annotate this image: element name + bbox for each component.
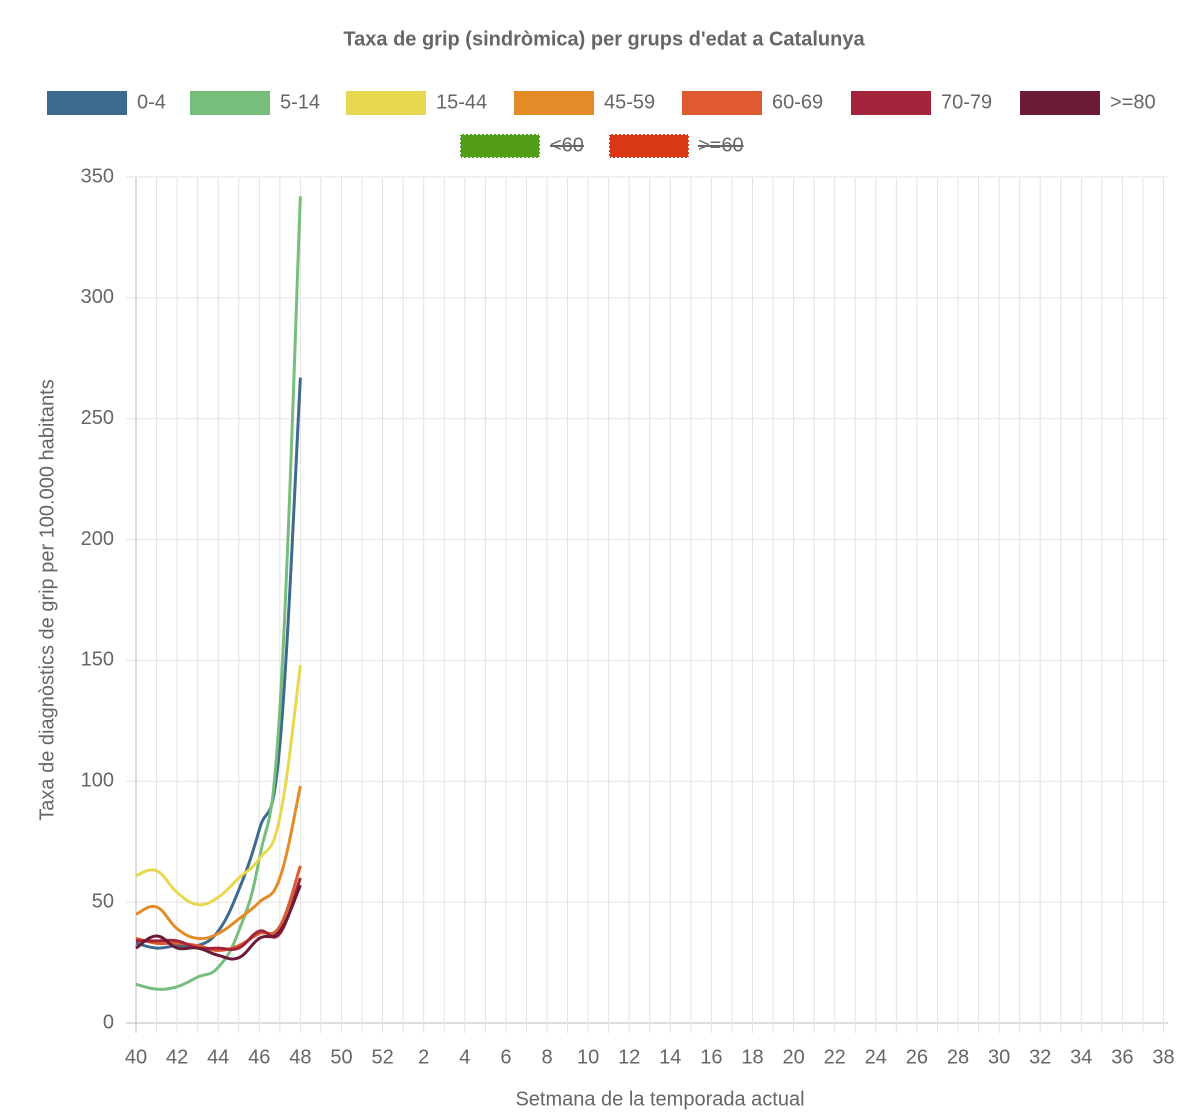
legend-label[interactable]: >=80: [1110, 91, 1156, 113]
x-axis-title: Setmana de la temporada actual: [515, 1088, 804, 1110]
y-tick-label: 350: [81, 165, 114, 187]
legend-label[interactable]: 5-14: [280, 91, 320, 113]
series-line: [135, 665, 302, 907]
x-tick-label: 6: [500, 1046, 511, 1068]
x-tick-label: 26: [906, 1046, 928, 1068]
x-tick-label: 30: [988, 1046, 1010, 1068]
series-line: [135, 196, 302, 991]
x-tick-label: 8: [541, 1046, 552, 1068]
x-tick-label: 22: [824, 1046, 846, 1068]
series-line: [135, 377, 302, 950]
legend-label[interactable]: 45-59: [604, 91, 655, 113]
legend-swatch[interactable]: [851, 91, 931, 115]
x-tick-label: 40: [125, 1046, 147, 1068]
y-tick-label: 300: [81, 286, 114, 308]
x-tick-label: 44: [207, 1046, 229, 1068]
legend-swatch[interactable]: [682, 91, 762, 115]
x-tick-label: 28: [947, 1046, 969, 1068]
x-tick-label: 12: [618, 1046, 640, 1068]
x-tick-label: 34: [1070, 1046, 1092, 1068]
legend-swatch[interactable]: [459, 133, 541, 159]
chart-title: Taxa de grip (sindròmica) per grups d'ed…: [343, 28, 865, 50]
y-tick-label: 50: [92, 890, 114, 912]
y-tick-label: 250: [81, 407, 114, 429]
series-line: [135, 865, 302, 952]
series-line: [135, 785, 302, 941]
legend-label[interactable]: 70-79: [941, 91, 992, 113]
legend-swatch[interactable]: [190, 91, 270, 115]
x-tick-label: 4: [459, 1046, 470, 1068]
legend-label[interactable]: 60-69: [772, 91, 823, 113]
y-tick-label: 0: [103, 1011, 114, 1033]
x-tick-label: 20: [782, 1046, 804, 1068]
legend-swatch[interactable]: [608, 133, 690, 159]
series-line: [135, 884, 302, 961]
y-tick-label: 150: [81, 649, 114, 671]
x-tick-label: 2: [418, 1046, 429, 1068]
x-tick-label: 48: [289, 1046, 311, 1068]
y-tick-label: 200: [81, 528, 114, 550]
y-tick-label: 100: [81, 770, 114, 792]
legend-swatch[interactable]: [1020, 91, 1100, 115]
y-axis-title: Taxa de diagnòstics de grip per 100.000 …: [36, 379, 58, 820]
x-tick-label: 18: [741, 1046, 763, 1068]
legend-swatch[interactable]: [346, 91, 426, 115]
x-tick-label: 32: [1029, 1046, 1051, 1068]
x-tick-label: 46: [248, 1046, 270, 1068]
x-tick-label: 38: [1152, 1046, 1174, 1068]
legend-swatch[interactable]: [47, 91, 127, 115]
x-tick-label: 52: [371, 1046, 393, 1068]
legend-label[interactable]: 0-4: [137, 91, 166, 113]
x-tick-label: 14: [659, 1046, 681, 1068]
x-tick-label: 16: [700, 1046, 722, 1068]
x-tick-label: 24: [865, 1046, 887, 1068]
x-tick-label: 36: [1111, 1046, 1133, 1068]
legend-label[interactable]: 15-44: [436, 91, 487, 113]
legend-swatch[interactable]: [514, 91, 594, 115]
x-tick-label: 10: [577, 1046, 599, 1068]
x-tick-label: 42: [166, 1046, 188, 1068]
x-tick-label: 50: [330, 1046, 352, 1068]
